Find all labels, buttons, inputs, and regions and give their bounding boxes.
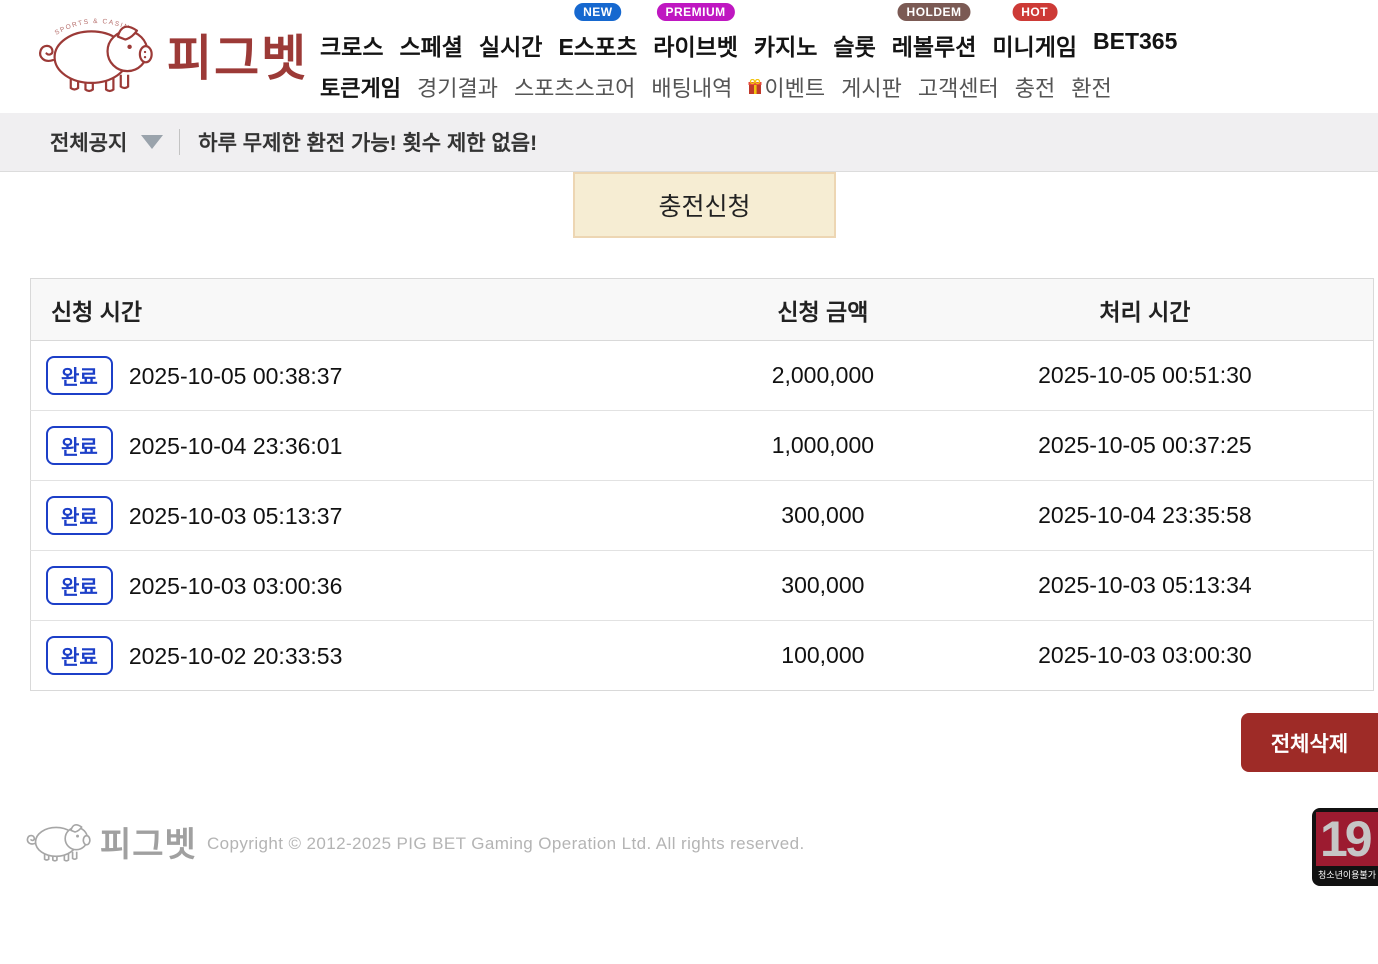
nav-item-bethistory[interactable]: 배팅내역 xyxy=(651,76,733,101)
site-logo[interactable]: SPORTS & CASINO xyxy=(31,4,309,105)
request-time: 2025-10-05 00:38:37 xyxy=(128,363,343,389)
notice-divider xyxy=(179,129,181,155)
site-header: SPORTS & CASINO xyxy=(0,0,1378,113)
request-time: 2025-10-02 20:33:53 xyxy=(128,643,343,669)
request-time: 2025-10-04 23:36:01 xyxy=(128,433,343,459)
nav-item-livebet[interactable]: PREMIUM 라이브벳 xyxy=(653,3,738,62)
nav-item-realtime[interactable]: 실시간 xyxy=(478,34,543,60)
nav-row-primary: 크로스 스페셜 실시간 NEW E스포츠 PREMIUM 라이브벳 카지노 슬롯 H… xyxy=(320,3,1178,62)
amount: 1,000,000 xyxy=(728,410,917,481)
age-19-badge: 19 청소년이용불가 xyxy=(1312,808,1378,886)
age-19-number: 19 xyxy=(1320,811,1373,867)
nav-item-label: 라이브벳 xyxy=(653,34,738,60)
nav-item-event[interactable]: 이벤트 xyxy=(748,71,825,103)
table-row: 완료 2025-10-03 03:00:36 300,000 2025-10-03… xyxy=(30,550,1374,621)
nav-item-board[interactable]: 게시판 xyxy=(841,76,902,101)
table-row: 완료 2025-10-04 23:36:01 1,000,000 2025-10-… xyxy=(30,410,1374,481)
age-19-caption: 청소년이용불가 xyxy=(1318,870,1376,880)
column-header-amount: 신청 금액 xyxy=(728,278,917,341)
deposit-history-table: 신청 시간 신청 금액 처리 시간 완료 2025-10-05 00:38:37 … xyxy=(30,278,1374,691)
nav-item-sportsscore[interactable]: 스포츠스코어 xyxy=(513,76,636,101)
nav-item-slot[interactable]: 슬롯 xyxy=(833,34,876,60)
chevron-down-icon[interactable] xyxy=(141,135,164,149)
pig-logo-icon: SPORTS & CASINO xyxy=(31,4,159,105)
processed-time: 2025-10-05 00:37:25 xyxy=(916,410,1374,481)
amount: 300,000 xyxy=(728,480,917,551)
pig-logo-icon xyxy=(24,812,94,871)
nav-item-deposit[interactable]: 충전 xyxy=(1014,76,1056,101)
status-badge: 완료 xyxy=(46,496,113,535)
amount: 100,000 xyxy=(728,620,917,691)
footer-brand-name: 피그벳 xyxy=(100,826,197,864)
amount: 300,000 xyxy=(728,550,917,621)
status-badge: 완료 xyxy=(46,356,113,395)
nav-item-withdraw[interactable]: 환전 xyxy=(1071,76,1112,101)
nav-item-label: 미니게임 xyxy=(992,34,1078,60)
amount: 2,000,000 xyxy=(728,340,917,411)
premium-badge: PREMIUM xyxy=(656,3,735,21)
status-badge: 완료 xyxy=(46,566,113,605)
processed-time: 2025-10-03 05:13:34 xyxy=(916,550,1374,621)
column-header-processed-time: 처리 시간 xyxy=(916,278,1374,341)
holdem-badge: HOLDEM xyxy=(897,3,971,21)
notice-message[interactable]: 하루 무제한 환전 가능! 횟수 제한 없음! xyxy=(198,132,538,155)
footer-logo: 피그벳 xyxy=(24,812,197,871)
nav-item-tokengame[interactable]: 토큰게임 xyxy=(320,76,401,101)
nav-item-label: E스포츠 xyxy=(558,34,638,60)
request-time: 2025-10-03 05:13:37 xyxy=(128,503,343,529)
table-row: 완료 2025-10-05 00:38:37 2,000,000 2025-10-… xyxy=(30,340,1374,411)
processed-time: 2025-10-03 03:00:30 xyxy=(916,620,1374,691)
nav-item-cross[interactable]: 크로스 xyxy=(320,34,384,60)
table-row: 완료 2025-10-02 20:33:53 100,000 2025-10-03… xyxy=(30,620,1374,691)
nav-item-special[interactable]: 스페셜 xyxy=(399,34,463,60)
gift-icon xyxy=(748,78,762,95)
site-footer: 피그벳 Copyright © 2012-2025 PIG BET Gaming… xyxy=(0,800,1378,920)
notice-bar: 전체공지 하루 무제한 환전 가능! 횟수 제한 없음! xyxy=(0,113,1378,172)
status-badge: 완료 xyxy=(46,636,113,675)
nav-item-support[interactable]: 고객센터 xyxy=(917,76,999,101)
nav-item-minigame[interactable]: HOT 미니게임 xyxy=(992,3,1078,62)
processed-time: 2025-10-04 23:35:58 xyxy=(916,480,1374,551)
nav-item-esports[interactable]: NEW E스포츠 xyxy=(558,3,638,62)
processed-time: 2025-10-05 00:51:30 xyxy=(916,340,1374,411)
age-19-number-box: 19 xyxy=(1316,811,1378,867)
table-header-row: 신청 시간 신청 금액 처리 시간 xyxy=(30,278,1374,341)
nav-item-label: 이벤트 xyxy=(764,76,826,101)
main-nav: 크로스 스페셜 실시간 NEW E스포츠 PREMIUM 라이브벳 카지노 슬롯 H… xyxy=(320,2,1177,103)
nav-item-casino[interactable]: 카지노 xyxy=(753,34,818,60)
nav-row-secondary: 토큰게임 경기결과 스포츠스코어 배팅내역 이벤트 게시판 고객센터 충전 xyxy=(320,71,1177,103)
request-time: 2025-10-03 03:00:36 xyxy=(128,573,343,599)
table-row: 완료 2025-10-03 05:13:37 300,000 2025-10-04… xyxy=(30,480,1374,551)
nav-item-results[interactable]: 경기결과 xyxy=(416,76,498,101)
delete-all-button[interactable]: 전체삭제 xyxy=(1241,713,1378,772)
copyright-text: Copyright © 2012-2025 PIG BET Gaming Ope… xyxy=(207,834,805,853)
nav-item-bet365[interactable]: BET365 xyxy=(1093,28,1178,54)
deposit-request-button[interactable]: 충전신청 xyxy=(573,172,836,238)
nav-item-revolution[interactable]: HOLDEM 레볼루션 xyxy=(891,3,977,62)
hot-badge: HOT xyxy=(1012,3,1058,21)
new-badge: NEW xyxy=(574,3,622,21)
notice-label: 전체공지 xyxy=(50,132,128,155)
nav-item-label: 레볼루션 xyxy=(891,34,977,60)
brand-name: 피그벳 xyxy=(167,32,309,86)
status-badge: 완료 xyxy=(46,426,113,465)
column-header-request-time: 신청 시간 xyxy=(30,278,729,341)
